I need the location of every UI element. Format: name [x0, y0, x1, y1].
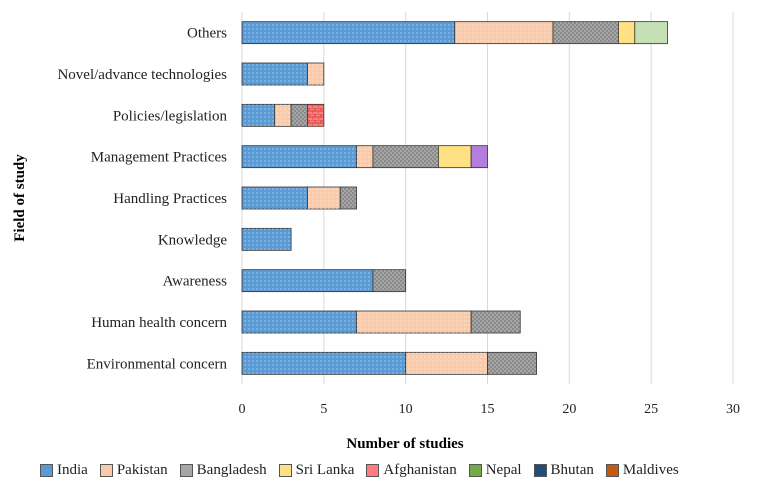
bar-segment-pattern: [242, 269, 373, 292]
x-tick-label: 0: [239, 402, 246, 417]
legend-item: Maldives: [605, 462, 679, 479]
bar-segment: [618, 21, 636, 45]
x-tick-labels: 0 5 10 15 20 25 30: [239, 402, 741, 417]
chart: Others Novel/advance technologies Policies…: [12, 12, 741, 452]
y-tick-label: Knowledge: [158, 232, 227, 248]
bar-segment-pattern: [405, 352, 488, 375]
bar-segment-pattern: [242, 228, 292, 251]
bar-segment-pattern: [242, 352, 406, 375]
y-tick-label: Policies/legislation: [113, 108, 228, 124]
legend-label: Nepal: [485, 462, 522, 478]
y-tick-label: Novel/advance technologies: [57, 67, 227, 83]
y-tick-label: Environmental concern: [87, 356, 228, 372]
bar-segment-pattern: [242, 145, 357, 168]
legend-swatch: [40, 464, 53, 477]
legend-swatch: [533, 464, 547, 477]
legend-label: Maldives: [622, 462, 679, 478]
legend-item: Bangladesh: [179, 462, 267, 479]
bar-segment: [437, 145, 472, 169]
legend: India Pakistan Bangladesh Sri Lanka Afghanis…: [40, 462, 679, 479]
bar-segment: [470, 145, 488, 169]
y-tick-label: Awareness: [163, 274, 228, 290]
bar-segment-pattern: [242, 104, 275, 127]
bar-segment-pattern: [471, 311, 521, 333]
y-tick-label: Human health concern: [91, 315, 227, 331]
x-tick-label: 15: [481, 402, 495, 417]
legend-label: India: [57, 462, 88, 478]
bar-segment-pattern: [356, 311, 472, 333]
legend-label: Pakistan: [116, 462, 168, 478]
bar-segment: [634, 21, 668, 45]
bar-segment-pattern: [356, 145, 373, 168]
x-tick-label: 25: [644, 402, 658, 417]
legend-swatch: [179, 464, 193, 477]
y-tick-labels: Others Novel/advance technologies Policies…: [57, 26, 227, 373]
bar-segment-pattern: [307, 187, 341, 209]
y-tick-label: Handling Practices: [113, 191, 227, 207]
x-axis-label: Number of studies: [346, 436, 463, 452]
bar-segment-pattern: [340, 187, 357, 209]
legend-swatch: [278, 464, 292, 477]
bar-segment-pattern: [274, 104, 292, 127]
bar-segment-pattern: [291, 104, 308, 127]
bar-segment-pattern: [242, 187, 308, 209]
bar-segment-pattern: [487, 352, 537, 375]
bars: [241, 21, 668, 375]
bar-segment-pattern: [372, 269, 406, 292]
legend-label: Bhutan: [550, 462, 594, 478]
x-tick-label: 30: [726, 402, 740, 417]
legend-item: India: [40, 462, 88, 479]
x-tick-label: 10: [399, 402, 413, 417]
legend-swatch: [99, 464, 113, 477]
bar-segment-pattern: [454, 21, 553, 44]
bar-segment-pattern: [307, 63, 324, 85]
legend-item: Bhutan: [533, 462, 594, 479]
legend-swatch: [366, 464, 380, 477]
y-tick-label: Others: [187, 26, 227, 42]
legend-item: Nepal: [468, 462, 522, 479]
legend-label: Sri Lanka: [295, 462, 355, 478]
legend-item: Afghanistan: [366, 462, 457, 479]
y-tick-label: Management Practices: [91, 150, 227, 166]
bar-segment-pattern: [307, 104, 324, 127]
legend-item: Pakistan: [99, 462, 168, 479]
bar-segment-pattern: [552, 21, 619, 44]
x-tick-label: 20: [562, 402, 576, 417]
legend-item: Sri Lanka: [278, 462, 355, 479]
legend-label: Bangladesh: [196, 462, 267, 478]
bar-segment-pattern: [242, 311, 357, 333]
bar-segment-pattern: [372, 145, 439, 168]
bar-segment-pattern: [242, 21, 455, 44]
legend-swatch: [468, 464, 482, 477]
legend-swatch: [605, 464, 619, 477]
bar-segment-pattern: [242, 63, 308, 85]
legend-label: Afghanistan: [383, 462, 457, 478]
y-axis-label: Field of study: [12, 154, 28, 242]
x-tick-label: 5: [320, 402, 327, 417]
